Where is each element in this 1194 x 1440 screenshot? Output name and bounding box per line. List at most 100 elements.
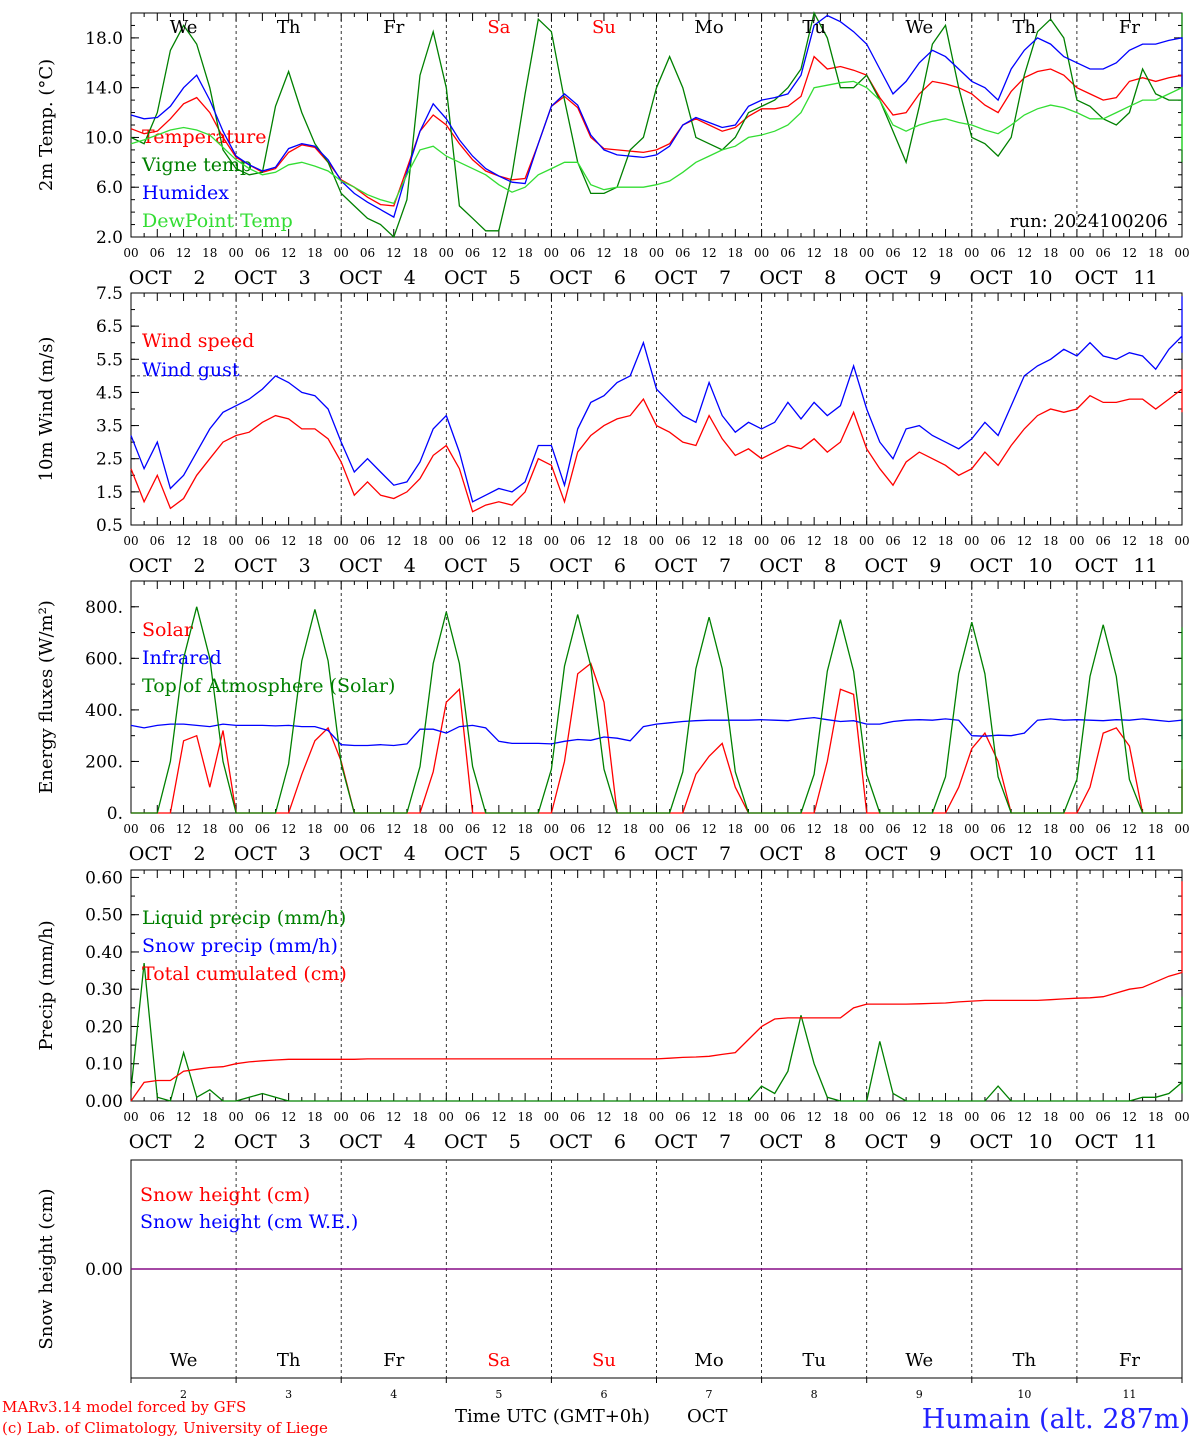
date-month-label: OCT [864, 555, 907, 577]
hour-tick-label: 06 [1096, 822, 1111, 836]
date-month-label: OCT [864, 1131, 907, 1153]
hour-tick-label: 00 [228, 1110, 243, 1124]
hour-tick-label: 06 [465, 822, 480, 836]
date-month-label: OCT [549, 843, 592, 865]
date-month-label: OCT [970, 267, 1013, 289]
weekday-label: Fr [383, 17, 404, 38]
date-day-label: 3 [285, 1388, 292, 1401]
hour-tick-label: 06 [780, 246, 795, 260]
hour-tick-label: 18 [307, 534, 322, 548]
hour-tick-label: 18 [202, 1110, 217, 1124]
date-month-label: OCT [339, 267, 382, 289]
hour-tick-label: 06 [570, 246, 585, 260]
hour-tick-label: 00 [123, 822, 138, 836]
y-tick-label: 0.00 [85, 1092, 123, 1112]
hour-tick-label: 12 [386, 534, 401, 548]
hour-tick-label: 12 [1122, 246, 1137, 260]
y-axis-label: 2m Temp. (°C) [36, 59, 57, 191]
date-month-label: OCT [129, 267, 172, 289]
hour-tick-label: 12 [1122, 1110, 1137, 1124]
hour-tick-label: 12 [701, 822, 716, 836]
date-month-label: OCT [864, 267, 907, 289]
hour-tick-label: 06 [990, 534, 1005, 548]
date-day-label: 8 [824, 843, 836, 865]
date-day-label: 6 [614, 843, 626, 865]
hour-tick-label: 12 [807, 822, 822, 836]
hour-tick-label: 00 [439, 534, 454, 548]
legend-entry: Liquid precip (mm/h) [142, 907, 346, 929]
date-day-label: 4 [404, 267, 416, 289]
legend-entry: Infrared [142, 647, 222, 669]
y-tick-label: 18.0 [85, 29, 123, 49]
hour-tick-label: 00 [964, 1110, 979, 1124]
date-month-label: OCT [549, 555, 592, 577]
series-line-top-of-atmosphere-solar- [131, 606, 1183, 814]
date-day-label: 7 [719, 1131, 731, 1153]
y-tick-label: 0.20 [85, 1017, 123, 1037]
date-month-label: OCT [1075, 555, 1118, 577]
hour-tick-label: 00 [754, 534, 769, 548]
date-day-label: 2 [194, 843, 206, 865]
date-day-label: 10 [1028, 555, 1052, 577]
weekday-label: We [170, 17, 198, 38]
date-day-label: 8 [824, 1131, 836, 1153]
hour-tick-label: 12 [176, 534, 191, 548]
date-month-label: OCT [234, 267, 277, 289]
date-day-label: 2 [194, 555, 206, 577]
date-month-label: OCT [444, 267, 487, 289]
y-tick-label: 0.00 [85, 1260, 123, 1280]
date-day-label: 4 [390, 1388, 397, 1401]
hour-tick-label: 00 [964, 822, 979, 836]
date-month-label: OCT [759, 555, 802, 577]
hour-tick-label: 06 [465, 1110, 480, 1124]
y-axis-label: Precip (mm/h) [36, 920, 57, 1050]
date-month-label: OCT [549, 1131, 592, 1153]
date-day-label: 6 [614, 267, 626, 289]
hour-tick-label: 12 [176, 822, 191, 836]
date-month-label: OCT [234, 843, 277, 865]
hour-tick-label: 00 [649, 1110, 664, 1124]
date-day-label: 7 [719, 555, 731, 577]
hour-tick-label: 18 [412, 534, 427, 548]
y-tick-label: 0.5 [96, 516, 123, 536]
y-tick-label: 3.5 [96, 417, 123, 437]
hour-tick-label: 06 [1096, 1110, 1111, 1124]
hour-tick-label: 00 [123, 246, 138, 260]
date-month-label: OCT [444, 1131, 487, 1153]
hour-tick-label: 18 [623, 534, 638, 548]
weekday-label: Fr [1119, 1350, 1140, 1371]
date-month-label: OCT [970, 1131, 1013, 1153]
model-credit: MARv3.14 model forced by GFS [2, 1398, 246, 1416]
hour-tick-label: 06 [990, 246, 1005, 260]
hour-tick-label: 06 [150, 1110, 165, 1124]
y-tick-label: 2.0 [96, 228, 123, 248]
weekday-label: Su [592, 17, 616, 38]
hour-tick-label: 18 [833, 1110, 848, 1124]
date-month-label: OCT [759, 267, 802, 289]
hour-tick-label: 06 [570, 822, 585, 836]
date-month-label: OCT [759, 1131, 802, 1153]
legend-entry: Snow precip (mm/h) [142, 935, 338, 957]
x-axis-month: OCT [687, 1406, 728, 1427]
hour-tick-label: 18 [307, 822, 322, 836]
hour-tick-label: 00 [228, 822, 243, 836]
legend-entry: Top of Atmosphere (Solar) [142, 675, 395, 697]
hour-tick-label: 12 [491, 246, 506, 260]
weekday-label: Th [277, 17, 301, 38]
y-tick-label: 200. [85, 752, 123, 772]
legend-entry: DewPoint Temp [142, 210, 293, 232]
hour-tick-label: 12 [596, 822, 611, 836]
run-annotation: run: 2024100206 [1010, 211, 1168, 232]
hour-tick-label: 06 [360, 534, 375, 548]
series-line-infrared [130, 716, 1183, 747]
hour-tick-label: 12 [596, 534, 611, 548]
date-day-label: 6 [600, 1388, 607, 1401]
legend-entry: Temperature [142, 126, 266, 148]
hour-tick-label: 06 [465, 246, 480, 260]
hour-tick-label: 18 [307, 246, 322, 260]
hour-tick-label: 06 [675, 822, 690, 836]
date-month-label: OCT [549, 267, 592, 289]
hour-tick-label: 00 [1174, 246, 1189, 260]
date-day-label: 10 [1028, 1131, 1052, 1153]
y-axis-label: 10m Wind (m/s) [36, 337, 57, 482]
